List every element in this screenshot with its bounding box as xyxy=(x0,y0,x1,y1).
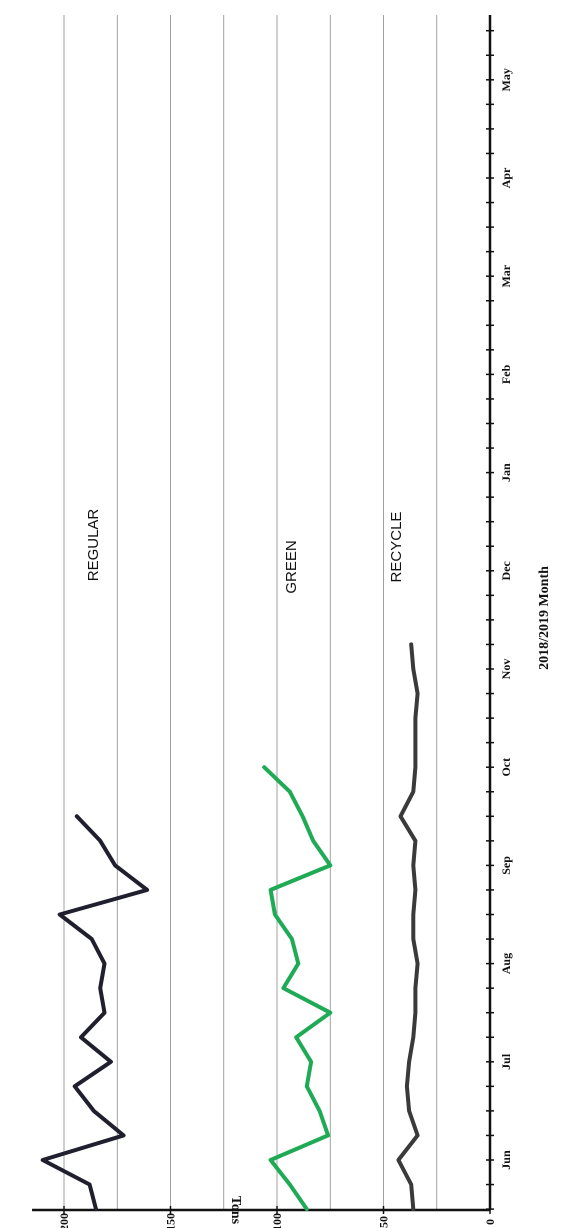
x-tick-label: Sep xyxy=(499,856,513,875)
x-tick-label: Feb xyxy=(499,364,513,384)
x-tick-label: Jun xyxy=(499,1150,513,1170)
series-regular-label: REGULAR xyxy=(85,509,102,582)
x-tick-label: Oct xyxy=(499,758,513,777)
x-tick-label: Dec xyxy=(499,560,513,580)
series-regular-line xyxy=(40,814,150,1212)
x-tick-label: Apr xyxy=(499,167,513,188)
series-recycle-line xyxy=(396,642,420,1212)
y-tick-label: 100 xyxy=(270,1213,284,1228)
grid-layer xyxy=(63,15,438,1210)
y-axis-title: Tons xyxy=(228,1196,243,1225)
series-recycle-label: RECYCLE xyxy=(388,512,405,583)
axis-layer: Jun Jul Aug Sep Oct Nov Dec Jan Feb Mar Apr May 0 50 1… xyxy=(32,15,513,1228)
x-tick-label: Mar xyxy=(499,264,513,287)
y-tick-label: 150 xyxy=(164,1213,178,1228)
series-green-line xyxy=(262,765,333,1212)
series-green-label: GREEN xyxy=(283,540,300,593)
x-tick-label: Jan xyxy=(499,463,513,482)
label-layer: REGULAR GREEN RECYCLE xyxy=(85,509,405,594)
y-tick-label: 50 xyxy=(377,1216,391,1228)
x-tick-label: Aug xyxy=(499,953,513,974)
x-tick-label: May xyxy=(499,68,513,91)
x-axis-title: 2018/2019 Month xyxy=(537,566,552,670)
y-tick-label: 0 xyxy=(483,1219,497,1225)
x-tick-label: Nov xyxy=(499,659,513,680)
y-tick-label: 200 xyxy=(57,1213,71,1228)
series-layer xyxy=(40,642,420,1212)
x-tick-label: Jul xyxy=(499,1053,513,1070)
